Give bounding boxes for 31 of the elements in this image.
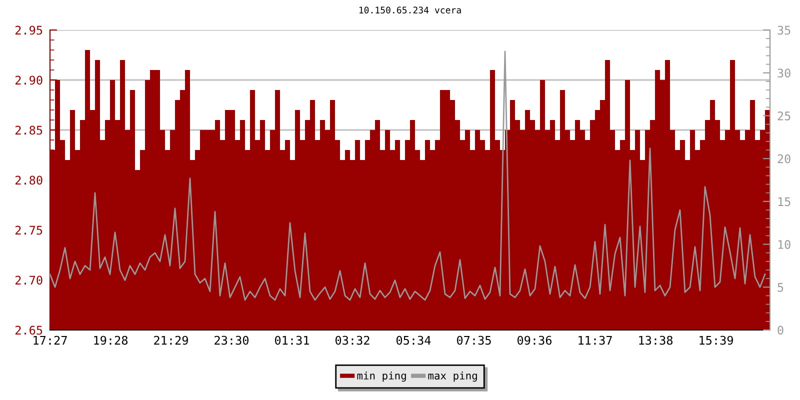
y-tick-label: 2.95: [16, 26, 42, 35]
y2-tick-label: 0: [778, 326, 784, 335]
y-tick-label: 2.85: [16, 126, 42, 135]
y2-tick-label: 5: [778, 283, 784, 292]
x-tick-label: 03:32: [336, 336, 370, 345]
x-tick-label: 11:37: [578, 336, 612, 345]
legend-label: min ping: [357, 372, 406, 382]
x-tick-label: 07:35: [457, 336, 491, 345]
y2-tick-label: 30: [778, 68, 790, 78]
y-tick-label: 2.80: [16, 176, 42, 185]
x-tick-label: 19:28: [94, 336, 128, 345]
x-tick-label: 17:27: [34, 336, 67, 345]
legend-label: max ping: [428, 372, 477, 382]
x-tick-label: 01:31: [275, 336, 309, 345]
x-tick-label: 23:30: [214, 336, 249, 345]
x-tick-label: 21:29: [154, 336, 188, 345]
x-tick-label: 05:34: [396, 336, 431, 345]
chart-title: 10.150.65.234 vcera: [359, 6, 461, 14]
y2-tick-label: 15: [778, 197, 790, 206]
y-tick-label: 2.90: [16, 76, 42, 85]
line-series: [50, 50, 766, 301]
y2-tick-label: 35: [778, 26, 790, 35]
y2-tick-label: 20: [778, 154, 790, 164]
x-tick-label: 13:38: [639, 336, 673, 345]
y-tick-label: 2.65: [16, 326, 42, 335]
y-tick-label: 2.75: [16, 226, 42, 235]
x-tick-label: 15:39: [700, 336, 733, 345]
y2-tick-label: 25: [778, 111, 790, 120]
y2-tick-label: 10: [778, 240, 790, 249]
x-tick-label: 09:36: [518, 336, 552, 345]
y-tick-label: 2.70: [16, 276, 42, 285]
